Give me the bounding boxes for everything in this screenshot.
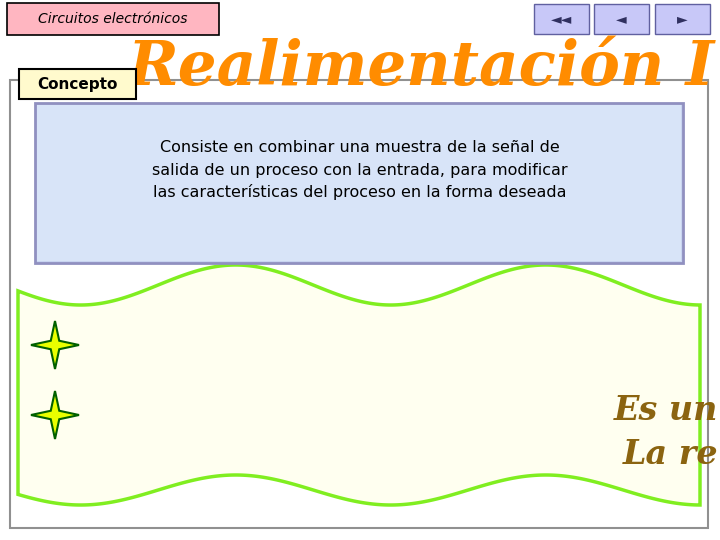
Text: ◄: ◄	[616, 12, 627, 26]
Text: Es un: Es un	[613, 394, 718, 427]
Text: Circuitos electrónicos: Circuitos electrónicos	[38, 12, 188, 26]
FancyBboxPatch shape	[37, 105, 681, 261]
Text: La re: La re	[622, 438, 718, 471]
Text: salida de un proceso con la entrada, para modificar: salida de un proceso con la entrada, par…	[152, 163, 568, 178]
FancyBboxPatch shape	[35, 103, 683, 263]
Polygon shape	[18, 265, 700, 505]
FancyBboxPatch shape	[534, 4, 589, 34]
Text: ◄◄: ◄◄	[551, 12, 572, 26]
FancyBboxPatch shape	[594, 4, 649, 34]
Text: Realimentación I: Realimentación I	[127, 38, 715, 98]
Polygon shape	[31, 321, 79, 369]
Polygon shape	[31, 391, 79, 439]
Text: ►: ►	[678, 12, 688, 26]
FancyBboxPatch shape	[7, 3, 219, 35]
FancyBboxPatch shape	[655, 4, 710, 34]
FancyBboxPatch shape	[19, 69, 136, 99]
Text: las características del proceso en la forma deseada: las características del proceso en la fo…	[153, 184, 567, 200]
Text: Consiste en combinar una muestra de la señal de: Consiste en combinar una muestra de la s…	[160, 140, 560, 156]
Text: Concepto: Concepto	[37, 77, 117, 91]
